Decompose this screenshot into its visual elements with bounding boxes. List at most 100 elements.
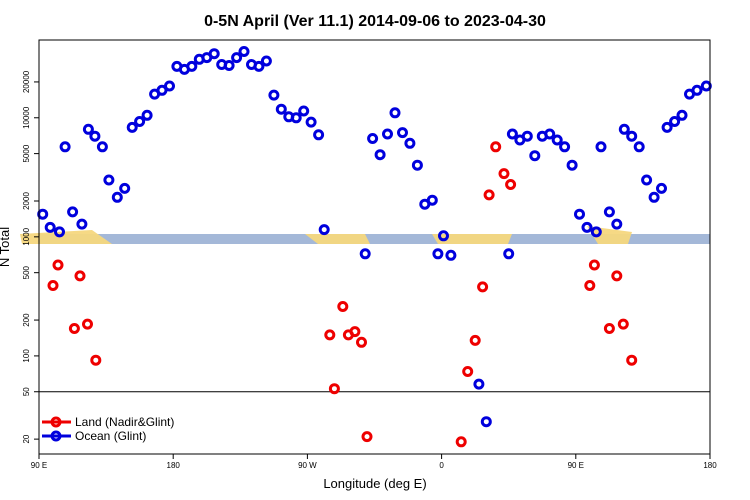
data-point — [96, 141, 108, 153]
data-point — [626, 354, 638, 366]
legend-ocean-label: Ocean (Glint) — [75, 429, 146, 443]
y-tick-label: 20 — [22, 434, 31, 443]
data-point — [438, 230, 449, 242]
x-tick-label: 0 — [439, 461, 444, 470]
legend-ocean-marker — [50, 430, 62, 442]
data-point — [328, 383, 340, 395]
data-point — [119, 182, 131, 194]
data-point — [566, 159, 578, 171]
data-point — [477, 281, 489, 293]
data-point — [656, 182, 667, 194]
data-point — [626, 130, 638, 142]
x-tick-label: 90 E — [568, 461, 584, 470]
data-point — [618, 123, 630, 135]
legend-land-marker — [50, 416, 62, 428]
data-point — [603, 323, 615, 334]
data-point — [313, 129, 325, 141]
data-point — [156, 84, 168, 96]
data-point — [498, 168, 510, 180]
data-point — [318, 224, 330, 236]
data-point — [349, 326, 361, 338]
data-point — [74, 270, 86, 282]
data-point — [611, 218, 623, 230]
data-point — [455, 436, 467, 448]
data-point — [404, 137, 416, 149]
data-point — [551, 134, 563, 146]
data-point — [669, 116, 681, 127]
data-point — [559, 141, 571, 153]
data-point — [611, 270, 623, 282]
data-point — [164, 80, 175, 92]
data-point — [253, 60, 265, 72]
data-point — [260, 55, 272, 67]
data-point — [529, 150, 541, 162]
data-point — [462, 366, 474, 377]
surface-band-layer — [20, 226, 710, 244]
data-point — [505, 179, 517, 190]
data-point — [305, 116, 317, 128]
x-tick-label: 180 — [703, 461, 717, 470]
x-tick-label: 90 W — [298, 461, 317, 470]
data-point — [76, 218, 88, 230]
y-tick-label: 5000 — [22, 144, 31, 162]
data-point — [59, 141, 71, 153]
y-axis-title: N Total — [0, 227, 12, 267]
data-point — [397, 127, 408, 139]
data-point — [382, 128, 393, 140]
data-point — [68, 323, 80, 334]
data-point — [473, 378, 485, 390]
sand-patch-3 — [587, 226, 632, 244]
data-point — [590, 226, 602, 238]
data-point — [90, 354, 102, 366]
data-point — [544, 128, 556, 140]
data-point — [603, 206, 615, 218]
data-point — [238, 46, 250, 57]
data-point — [54, 226, 65, 238]
y-tick-label: 10000 — [22, 106, 31, 129]
data-point — [661, 121, 673, 133]
data-point — [584, 280, 596, 291]
sand-patch-0 — [20, 230, 112, 244]
data-point — [324, 329, 336, 341]
data-point — [67, 206, 79, 218]
data-point — [426, 194, 438, 206]
y-tick-label: 200 — [22, 313, 31, 327]
data-point — [411, 159, 423, 171]
surface-band — [39, 234, 710, 244]
data-point — [445, 249, 457, 261]
data-point — [648, 191, 660, 203]
data-point — [290, 112, 302, 124]
chart-title: 0-5N April (Ver 11.1) 2014-09-06 to 2023… — [204, 13, 546, 30]
data-point — [633, 141, 645, 153]
data-point — [367, 133, 379, 144]
data-point — [503, 248, 515, 260]
data-point — [588, 259, 600, 271]
data-point — [103, 174, 115, 186]
data-point — [480, 416, 492, 428]
axis-ticks-layer: 90 E 180 90 W 0 90 E 180 20 50 100 200 500 1000 2000… — [22, 70, 717, 470]
data-point — [483, 189, 495, 201]
x-tick-label: 180 — [167, 461, 181, 470]
data-point — [82, 318, 93, 330]
data-point — [389, 107, 401, 119]
y-tick-label: 50 — [22, 387, 31, 396]
data-point — [574, 208, 585, 220]
data-point — [126, 121, 138, 133]
data-point — [208, 48, 220, 60]
data-points-layer — [37, 46, 712, 448]
data-point — [186, 60, 198, 72]
data-point — [223, 60, 235, 71]
data-point — [521, 130, 533, 142]
legend-land-label: Land (Nadir&Glint) — [75, 415, 174, 429]
x-tick-label: 90 E — [31, 461, 47, 470]
data-point — [141, 109, 153, 121]
data-point — [469, 334, 481, 346]
data-point — [676, 109, 688, 121]
y-tick-label: 100 — [22, 349, 31, 363]
data-point — [298, 105, 310, 117]
data-point — [44, 221, 56, 233]
data-point — [52, 259, 64, 271]
y-tick-label: 20000 — [22, 70, 31, 93]
data-point — [231, 52, 243, 64]
